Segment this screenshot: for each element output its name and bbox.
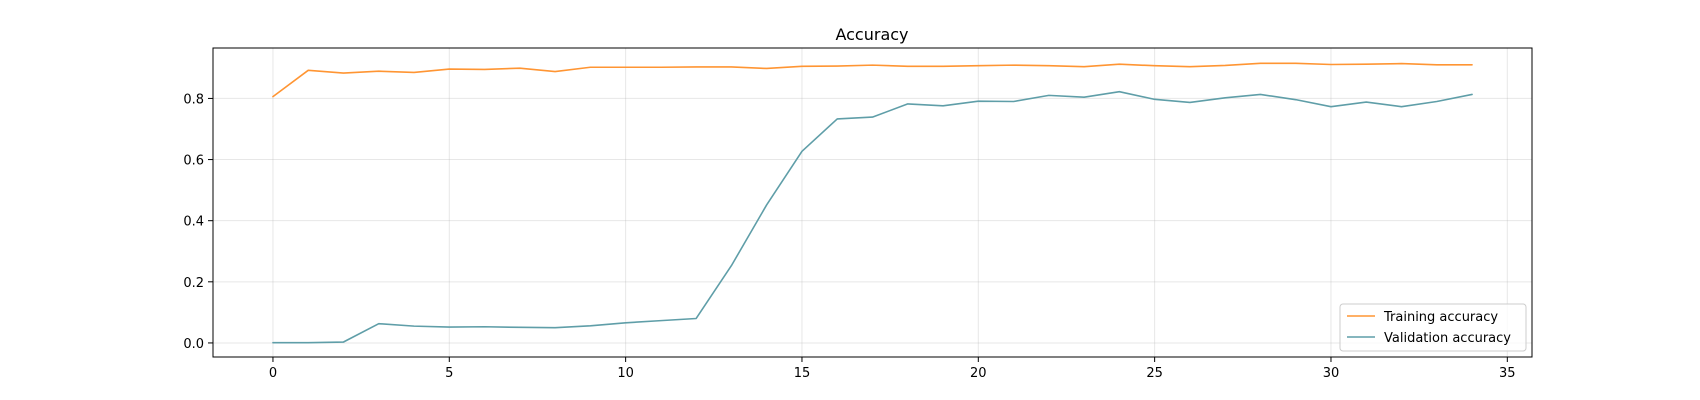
y-tick-label-2: 0.4 (183, 215, 204, 230)
tick-layer: 0 5 10 15 20 25 30 35 0.0 0.2 0.4 0.6 0.8 (183, 92, 1515, 381)
axes-frame (212, 47, 1533, 358)
grid-layer (213, 48, 1532, 357)
legend: Training accuracy Validation accuracy (1339, 303, 1527, 352)
legend-label-validation: Validation accuracy (1384, 331, 1511, 346)
y-tick-label-0: 0.0 (183, 337, 204, 352)
x-tick-label-4: 20 (970, 366, 987, 381)
y-tick-label-3: 0.6 (183, 154, 204, 169)
chart-title: Accuracy (835, 25, 908, 44)
training-accuracy-line (272, 62, 1473, 98)
x-tick-label-0: 0 (269, 366, 277, 381)
y-tick-label-4: 0.8 (183, 92, 204, 107)
x-tick-label-3: 15 (794, 366, 811, 381)
x-tick-label-2: 10 (617, 366, 634, 381)
x-tick-label-5: 25 (1146, 366, 1163, 381)
legend-box (1339, 303, 1527, 352)
series-layer (272, 62, 1473, 344)
validation-accuracy-line (272, 90, 1473, 344)
x-tick-label-7: 35 (1499, 366, 1516, 381)
y-tick-label-1: 0.2 (183, 276, 204, 291)
legend-label-training: Training accuracy (1383, 310, 1498, 325)
x-tick-label-1: 5 (445, 366, 453, 381)
x-tick-label-6: 30 (1323, 366, 1340, 381)
